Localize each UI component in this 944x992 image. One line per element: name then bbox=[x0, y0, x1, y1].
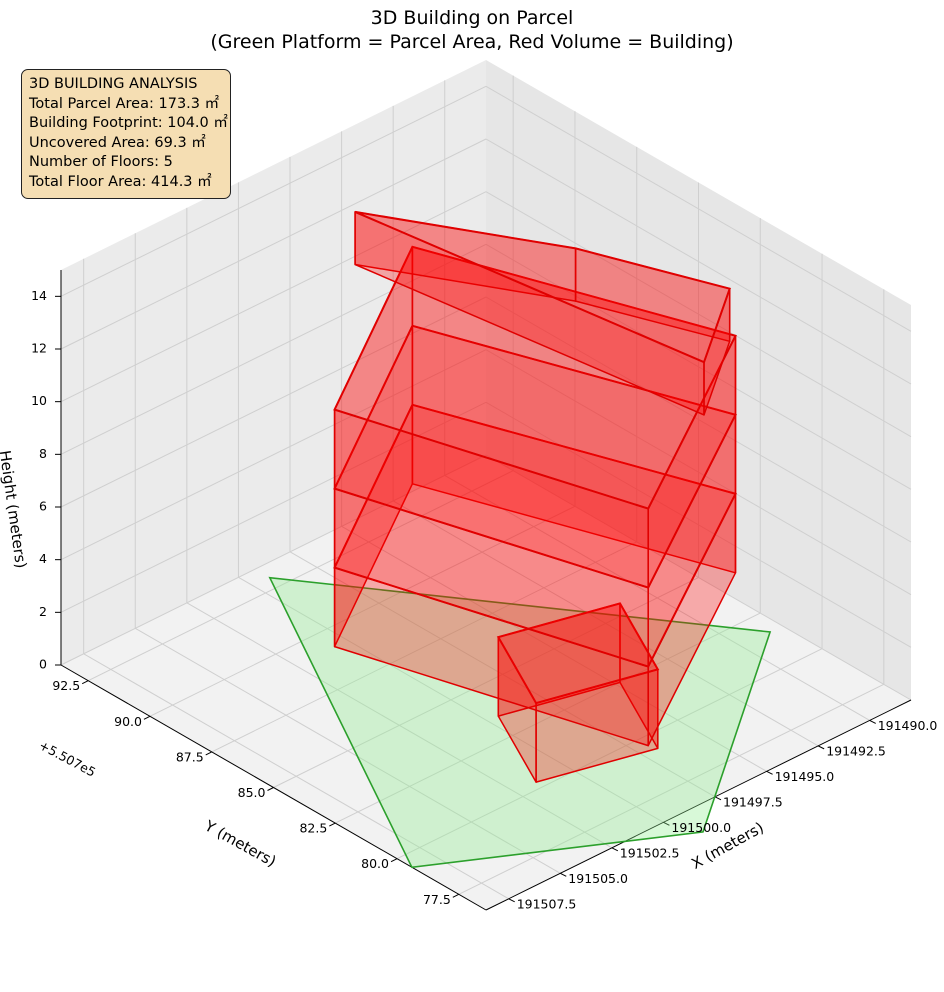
y-tick-label: 80.0 bbox=[361, 856, 389, 871]
grid-z-right-wall bbox=[485, 85, 912, 332]
y-tick-mark bbox=[267, 787, 274, 791]
y-tick-label: 82.5 bbox=[299, 821, 327, 836]
grid-z-right-wall bbox=[485, 296, 912, 543]
grid-y-floor bbox=[335, 612, 761, 824]
x-tick-label: 191500.0 bbox=[671, 820, 731, 835]
y-tick-mark bbox=[81, 680, 89, 685]
grid-z-left-wall bbox=[60, 243, 487, 455]
grid-y-floor bbox=[458, 683, 885, 895]
y-tick-mark bbox=[143, 715, 151, 720]
x-tick-label: 191495.0 bbox=[775, 769, 835, 784]
info-number-of-floors: Number of Floors: 5 bbox=[29, 154, 173, 170]
chart-title-line-1: 3D Building on Parcel bbox=[370, 7, 574, 29]
y-offset-label: +5.507e5 bbox=[37, 737, 99, 779]
x-tick-label: 191492.5 bbox=[826, 743, 886, 758]
y-tick-label: 77.5 bbox=[423, 892, 451, 907]
y-tick-label: 87.5 bbox=[176, 749, 204, 764]
y-tick-mark bbox=[452, 893, 460, 898]
x-tick-label: 191497.5 bbox=[723, 794, 783, 809]
info-box-heading: 3D BUILDING ANALYSIS bbox=[29, 76, 198, 92]
x-tick-label: 191507.5 bbox=[517, 896, 577, 911]
tick-labels: 191490.0 191492.5 191495.0 191497.5 191500.0… bbox=[31, 288, 937, 912]
plot-marks bbox=[268, 210, 772, 869]
chart-title: 3D Building on Parcel (Green Platform = … bbox=[0, 6, 944, 54]
building-floor-5-top bbox=[354, 210, 732, 364]
analysis-info-box: 3D BUILDING ANALYSIS Total Parcel Area: … bbox=[21, 69, 231, 199]
info-building-footprint: Building Footprint: 104.0 ㎡ bbox=[29, 115, 228, 131]
grid-z-left-wall bbox=[60, 191, 487, 403]
building-floor-4-top bbox=[333, 245, 737, 510]
x-tick-mark bbox=[817, 745, 825, 750]
x-tick-label: 191502.5 bbox=[620, 845, 680, 860]
z-tick-label: 2 bbox=[39, 604, 47, 619]
x-tick-mark bbox=[611, 847, 619, 852]
grid-z-right-wall bbox=[485, 401, 912, 648]
grid-z-left-wall bbox=[60, 454, 487, 666]
x-tick-label: 191490.0 bbox=[878, 718, 938, 733]
y-tick-mark bbox=[205, 751, 212, 756]
info-uncovered-area: Uncovered Area: 69.3 ㎡ bbox=[29, 134, 206, 151]
z-tick-label: 0 bbox=[39, 657, 47, 672]
axis-lines bbox=[55, 270, 912, 911]
x-tick-mark bbox=[766, 770, 773, 775]
y-tick-mark bbox=[390, 858, 398, 863]
y-tick-label: 90.0 bbox=[114, 714, 142, 729]
parcel-platform bbox=[268, 576, 772, 869]
grid-z-right-wall bbox=[485, 454, 912, 701]
y-tick-mark bbox=[329, 822, 336, 827]
x-tick-mark bbox=[714, 796, 722, 801]
grid-z-right-wall bbox=[485, 349, 912, 596]
z-tick-label: 10 bbox=[31, 393, 47, 408]
chart-title-line-2: (Green Platform = Parcel Area, Red Volum… bbox=[210, 31, 734, 53]
grid-z-right-wall bbox=[485, 138, 912, 385]
grid-z-left-wall bbox=[60, 85, 487, 297]
y-axis-label: Y (meters) bbox=[201, 816, 279, 870]
grid-y-floor bbox=[87, 470, 514, 682]
z-axis-label: Height (meters) bbox=[0, 449, 30, 569]
grid-y-floor bbox=[396, 648, 823, 860]
grid-z-left-wall bbox=[60, 401, 487, 613]
grid-y-floor bbox=[211, 541, 637, 753]
y-tick-label: 85.0 bbox=[238, 785, 266, 800]
grid-z-left-wall bbox=[60, 296, 487, 508]
x-tick-mark bbox=[560, 872, 567, 877]
z-tick-label: 4 bbox=[39, 551, 47, 566]
x-tick-mark bbox=[508, 898, 515, 903]
z-tick-label: 8 bbox=[39, 446, 47, 461]
grid-z-left-wall bbox=[60, 138, 487, 350]
grid-lines bbox=[60, 75, 912, 900]
grid-z-left-wall bbox=[60, 349, 487, 561]
grid-z-right-wall bbox=[485, 191, 912, 438]
grid-z-right-wall bbox=[485, 243, 912, 490]
x-tick-mark bbox=[869, 719, 876, 724]
x-tick-label: 191505.0 bbox=[568, 871, 628, 886]
grid-y-floor bbox=[273, 577, 699, 788]
z-tick-label: 14 bbox=[31, 288, 47, 303]
building-floor-1-top bbox=[496, 602, 660, 705]
y-tick-label: 92.5 bbox=[52, 678, 80, 693]
info-total-parcel-area: Total Parcel Area: 173.3 ㎡ bbox=[29, 95, 220, 112]
z-tick-label: 6 bbox=[39, 499, 47, 514]
z-tick-label: 12 bbox=[31, 341, 47, 356]
info-total-floor-area: Total Floor Area: 414.3 ㎡ bbox=[29, 173, 212, 190]
x-axis-line bbox=[485, 699, 912, 911]
x-tick-mark bbox=[663, 821, 670, 826]
back-left-pane bbox=[61, 60, 486, 665]
